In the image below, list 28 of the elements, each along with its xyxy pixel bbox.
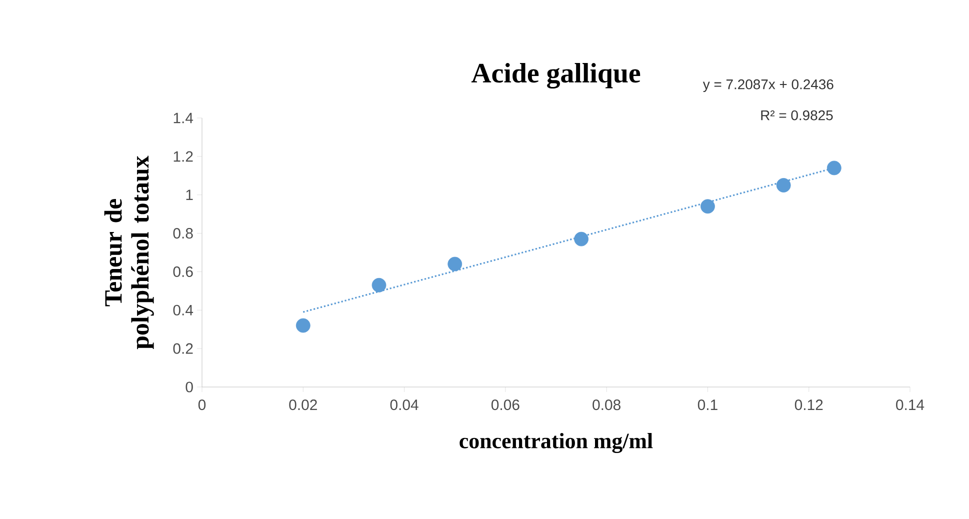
point xyxy=(296,318,310,333)
x-tick-label: 0.02 xyxy=(289,400,317,410)
text: y = 7.2087x + 0.2436 xyxy=(702,79,834,92)
y-tick-label: 0.6 xyxy=(173,266,193,277)
point xyxy=(700,199,715,214)
x-axis-title: concentration mg/ml xyxy=(460,432,653,453)
x-tick-label: 0.12 xyxy=(794,400,823,410)
chart-title: Acide gallique xyxy=(471,62,640,88)
point xyxy=(574,232,588,246)
y-tick-label: 0.4 xyxy=(173,304,194,316)
x-tick-label: 0 xyxy=(198,400,206,410)
x-tick-label: 0.04 xyxy=(390,400,418,410)
point xyxy=(826,160,842,176)
point xyxy=(776,178,791,192)
point xyxy=(448,256,462,272)
y-tick-label: 0 xyxy=(186,382,193,392)
x-tick-label: 0.1 xyxy=(698,400,718,410)
point xyxy=(372,278,386,292)
y-tick-label: 1 xyxy=(186,190,193,200)
x-tick-label: 0.08 xyxy=(592,400,620,410)
y-tick-label: 0.2 xyxy=(173,343,193,354)
y-tick-label: 0.8 xyxy=(173,228,193,239)
x-tick-label: 0.14 xyxy=(896,400,924,410)
y-tick-label: 1.4 xyxy=(174,112,194,124)
y-tick-label: 1.2 xyxy=(174,151,193,162)
y-axis-title: Teneur de polyphénol totaux xyxy=(104,156,154,350)
annotation: R² = 0.9825 xyxy=(761,110,833,120)
x-tick-label: 0.06 xyxy=(491,400,520,410)
